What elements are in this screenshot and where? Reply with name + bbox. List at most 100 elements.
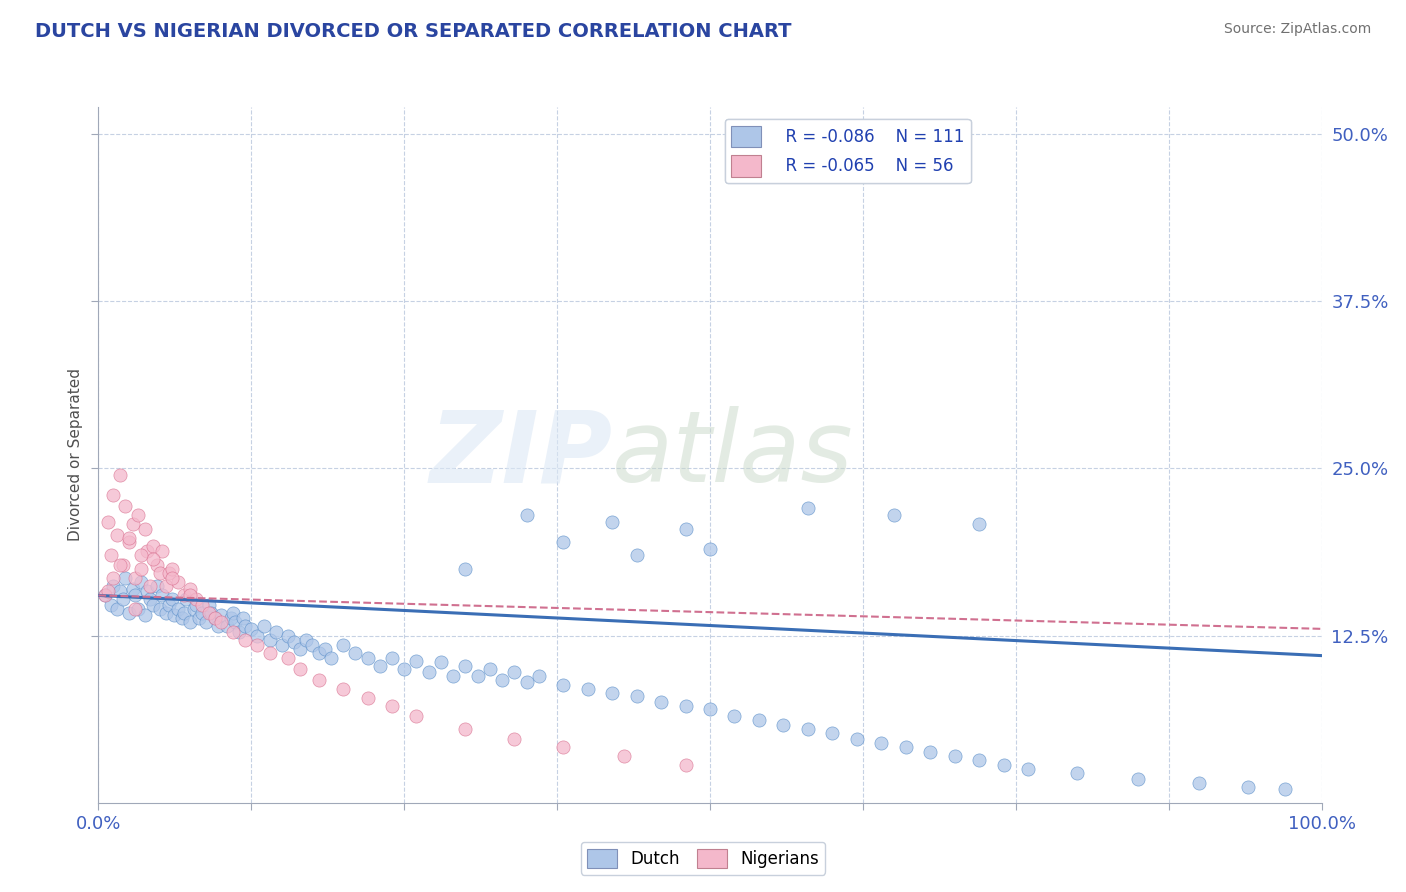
Point: [195, 615, 218, 630]
Point: [1017, 762, 1039, 776]
Point: [129, 575, 152, 590]
Point: [149, 566, 172, 580]
Point: [821, 726, 844, 740]
Point: [356, 691, 378, 706]
Point: [97, 584, 120, 599]
Point: [527, 669, 550, 683]
Point: [150, 544, 173, 558]
Point: [134, 521, 156, 535]
Point: [600, 515, 623, 529]
Point: [163, 608, 186, 623]
Point: [124, 571, 146, 585]
Point: [110, 558, 132, 572]
Point: [515, 508, 537, 523]
Point: [118, 531, 141, 545]
Point: [215, 619, 238, 633]
Point: [150, 589, 173, 603]
Point: [139, 579, 162, 593]
Point: [967, 753, 990, 767]
Point: [308, 646, 330, 660]
Point: [124, 589, 146, 603]
Point: [467, 669, 489, 683]
Point: [233, 619, 256, 633]
Point: [240, 622, 263, 636]
Point: [845, 731, 868, 746]
Point: [111, 592, 134, 607]
Point: [183, 602, 205, 616]
Point: [392, 662, 416, 676]
Point: [176, 592, 198, 607]
Point: [772, 718, 794, 732]
Point: [418, 665, 440, 679]
Point: [200, 606, 222, 620]
Point: [259, 646, 281, 660]
Text: Source: ZipAtlas.com: Source: ZipAtlas.com: [1223, 22, 1371, 37]
Point: [179, 615, 201, 630]
Point: [454, 659, 477, 673]
Point: [478, 662, 501, 676]
Point: [232, 611, 254, 625]
Point: [160, 562, 183, 576]
Point: [167, 602, 190, 616]
Point: [1128, 772, 1150, 786]
Point: [142, 598, 165, 612]
Point: [675, 758, 697, 772]
Point: [246, 638, 269, 652]
Point: [160, 592, 183, 607]
Point: [118, 535, 141, 549]
Point: [626, 548, 648, 563]
Point: [101, 579, 124, 593]
Point: [110, 584, 132, 599]
Point: [920, 745, 942, 759]
Point: [967, 517, 990, 532]
Point: [167, 575, 190, 590]
Point: [314, 642, 336, 657]
Point: [381, 651, 404, 665]
Point: [368, 659, 391, 673]
Point: [207, 619, 229, 633]
Point: [270, 638, 294, 652]
Point: [264, 624, 287, 639]
Point: [110, 468, 132, 483]
Point: [870, 735, 893, 749]
Point: [114, 571, 136, 585]
Point: [186, 598, 208, 612]
Point: [142, 539, 165, 553]
Point: [993, 758, 1015, 772]
Point: [405, 654, 427, 668]
Point: [1237, 780, 1260, 794]
Point: [613, 749, 636, 764]
Point: [173, 589, 195, 603]
Point: [160, 571, 183, 585]
Point: [105, 528, 128, 542]
Point: [121, 582, 143, 596]
Point: [204, 611, 226, 625]
Point: [209, 615, 232, 630]
Point: [100, 598, 122, 612]
Point: [553, 535, 575, 549]
Point: [356, 651, 378, 665]
Point: [252, 619, 274, 633]
Point: [97, 515, 120, 529]
Point: [170, 611, 193, 625]
Point: [699, 541, 721, 556]
Point: [441, 669, 464, 683]
Point: [748, 713, 770, 727]
Point: [157, 566, 180, 580]
Text: atlas: atlas: [612, 407, 853, 503]
Point: [576, 681, 599, 696]
Point: [149, 602, 172, 616]
Point: [142, 552, 165, 566]
Y-axis label: Divorced or Separated: Divorced or Separated: [67, 368, 83, 541]
Point: [503, 731, 526, 746]
Point: [111, 558, 134, 572]
Point: [515, 675, 537, 690]
Point: [290, 642, 312, 657]
Point: [186, 592, 208, 607]
Point: [650, 696, 672, 710]
Point: [233, 632, 256, 647]
Point: [319, 651, 342, 665]
Point: [894, 739, 917, 754]
Point: [146, 579, 169, 593]
Text: ZIP: ZIP: [429, 407, 612, 503]
